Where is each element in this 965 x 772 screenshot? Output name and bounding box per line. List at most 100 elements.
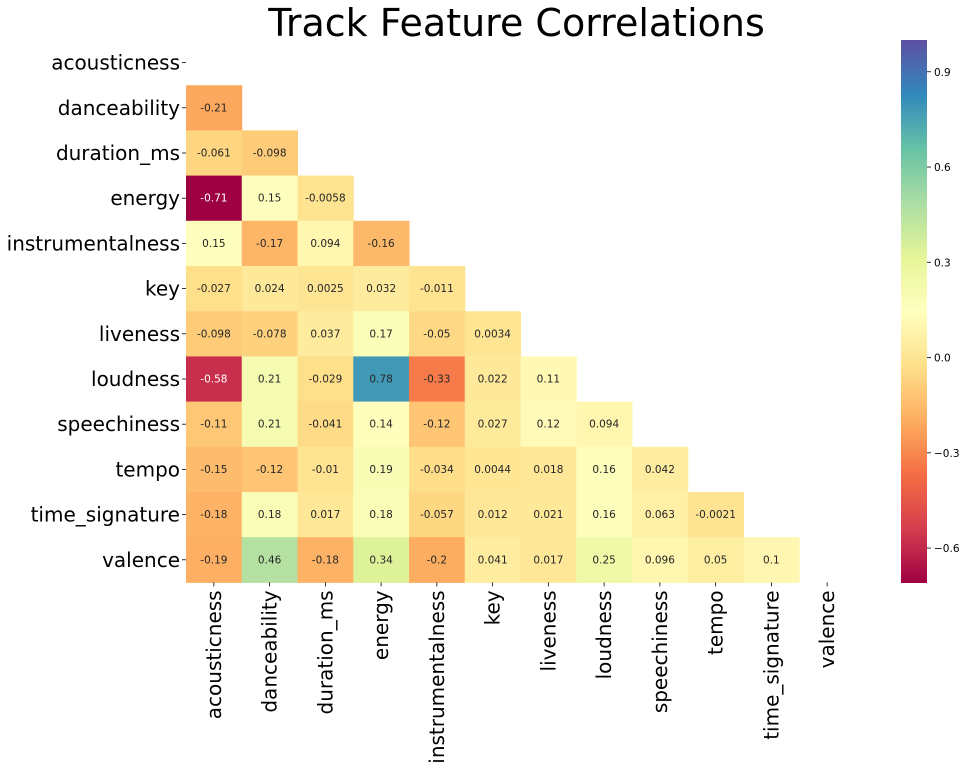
cell-value-label: 0.21 xyxy=(258,374,281,386)
cell-value-label: -0.18 xyxy=(312,554,339,566)
cell-value-label: 0.096 xyxy=(645,554,675,566)
cell-value-label: 0.0025 xyxy=(307,283,344,295)
heatmap-cell xyxy=(409,492,466,538)
cell-value-label: 0.012 xyxy=(478,509,508,521)
heatmap-cell xyxy=(409,311,466,357)
x-tick-label: energy xyxy=(369,590,393,660)
heatmap-cell xyxy=(353,311,410,357)
heatmap-cell xyxy=(353,446,410,493)
heatmap-cell xyxy=(353,492,410,538)
heatmap-cell xyxy=(297,266,354,312)
heatmap-cell xyxy=(186,401,243,448)
heatmap-cell xyxy=(520,356,577,403)
cell-value-label: 0.16 xyxy=(592,464,616,476)
cell-value-label: 0.094 xyxy=(589,419,619,431)
heatmap-cell xyxy=(632,492,689,538)
heatmap-cell xyxy=(632,537,689,583)
cell-value-label: 0.19 xyxy=(369,464,392,476)
heatmap-cell xyxy=(186,492,243,538)
cell-value-label: 0.018 xyxy=(533,464,563,476)
cell-value-label: 0.0044 xyxy=(474,464,511,476)
cell-value-label: 0.032 xyxy=(366,283,396,295)
heatmap-cell xyxy=(520,401,577,448)
cell-value-label: -0.71 xyxy=(200,193,227,205)
heatmap-cell xyxy=(576,446,633,493)
y-tick-label: danceability xyxy=(58,96,180,120)
cell-value-label: -0.21 xyxy=(200,102,227,114)
cell-value-label: -0.078 xyxy=(253,328,287,340)
y-tick-label: energy xyxy=(110,186,180,210)
cell-value-label: 0.46 xyxy=(258,554,282,566)
x-tick-label: tempo xyxy=(704,590,728,655)
cell-value-label: -0.041 xyxy=(308,419,342,431)
y-tick-label: time_signature xyxy=(31,503,180,527)
x-tick-label: danceability xyxy=(258,590,282,712)
cell-value-label: -0.2 xyxy=(427,554,448,566)
cell-value-label: 0.017 xyxy=(310,509,340,521)
heatmap-cell xyxy=(241,220,298,267)
heatmap-cell xyxy=(241,446,298,493)
heatmap-cell xyxy=(464,401,521,448)
y-tick-label: key xyxy=(145,277,180,301)
colorbar-tick-label: −0.3 xyxy=(934,448,960,460)
cell-value-label: 0.11 xyxy=(537,374,560,386)
y-tick-label: duration_ms xyxy=(56,141,180,165)
heatmap-cell xyxy=(297,446,354,493)
heatmap-cell xyxy=(186,356,243,403)
cell-value-label: 0.1 xyxy=(763,554,780,566)
heatmap-cell xyxy=(520,492,577,538)
cell-value-label: 0.34 xyxy=(369,554,393,566)
cell-value-label: -0.0021 xyxy=(695,509,736,521)
heatmap-cell xyxy=(241,537,298,583)
heatmap-cell xyxy=(687,492,744,538)
heatmap-cell xyxy=(409,266,466,312)
heatmap-cell xyxy=(186,85,243,131)
heatmap-cell xyxy=(297,401,354,448)
colorbar-tick-label: 0.6 xyxy=(934,162,951,174)
cell-value-label: -0.58 xyxy=(200,374,227,386)
heatmap-cell xyxy=(409,537,466,583)
chart-title: Track Feature Correlations xyxy=(268,1,765,45)
heatmap-cell xyxy=(241,175,298,222)
heatmap-cell xyxy=(297,220,354,267)
heatmap-cell xyxy=(297,492,354,538)
cell-value-label: 0.17 xyxy=(369,328,392,340)
cell-value-label: 0.15 xyxy=(202,238,225,250)
heatmap-cell xyxy=(464,537,521,583)
x-tick-label: duration_ms xyxy=(313,590,337,714)
colorbar-tick-label: 0.0 xyxy=(934,353,951,365)
heatmap-cell xyxy=(186,537,243,583)
cell-value-label: 0.14 xyxy=(369,419,393,431)
heatmap-cell xyxy=(186,446,243,493)
cell-value-label: -0.029 xyxy=(308,374,342,386)
heatmap-cell xyxy=(353,220,410,267)
heatmap-cell xyxy=(576,492,633,538)
cell-value-label: -0.17 xyxy=(256,238,283,250)
cell-value-label: 0.063 xyxy=(645,509,675,521)
cell-value-label: -0.057 xyxy=(420,509,454,521)
cell-value-label: 0.037 xyxy=(310,328,340,340)
cell-value-label: 0.017 xyxy=(533,554,563,566)
cell-value-label: 0.18 xyxy=(369,509,392,521)
heatmap-cell xyxy=(743,537,800,583)
cell-value-label: -0.027 xyxy=(197,283,231,295)
y-tick-label: liveness xyxy=(99,322,180,346)
cell-value-label: -0.12 xyxy=(423,419,450,431)
heatmap-cell xyxy=(576,537,633,583)
heatmap-cell xyxy=(186,266,243,312)
cell-value-label: -0.18 xyxy=(200,509,227,521)
x-tick-label: loudness xyxy=(592,590,616,679)
y-tick-label: speechiness xyxy=(57,412,180,436)
y-tick-label: acousticness xyxy=(51,51,180,75)
heatmap-cell xyxy=(186,220,243,267)
colorbar-tick-label: 0.9 xyxy=(934,67,951,79)
cell-value-label: -0.19 xyxy=(200,554,227,566)
heatmap-cell xyxy=(241,266,298,312)
colorbar xyxy=(901,40,927,583)
cell-value-label: -0.11 xyxy=(200,419,227,431)
cell-value-label: -0.098 xyxy=(197,328,231,340)
cell-value-label: 0.024 xyxy=(255,283,285,295)
cell-value-label: 0.021 xyxy=(533,509,563,521)
cell-value-label: 0.21 xyxy=(258,419,281,431)
